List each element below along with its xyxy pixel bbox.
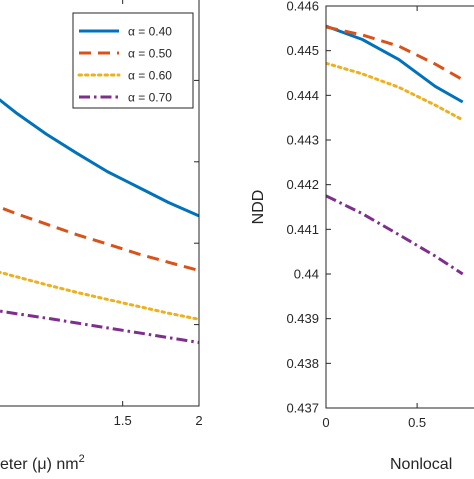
legend-label-1: α = 0.40 (128, 25, 172, 39)
y-tick-label: 0.439 (286, 311, 319, 326)
y-tick-label: 0.441 (286, 222, 319, 237)
legend-label-4: α = 0.70 (128, 91, 172, 105)
x-tick-label: 2 (195, 413, 202, 428)
y-tick-label: 0.442 (286, 177, 319, 192)
series-line-2 (326, 25, 464, 82)
y-tick-label: 0.446 (286, 0, 319, 14)
legend-label-2: α = 0.50 (128, 47, 172, 61)
series-line-1 (326, 24, 464, 104)
series-line-1 (0, 98, 199, 218)
legend-label-3: α = 0.60 (128, 69, 172, 83)
x-tick-label: 0.5 (408, 415, 426, 430)
y-tick-label: 0.445 (286, 43, 319, 58)
series-line-4 (326, 194, 464, 276)
series-line-3 (326, 61, 465, 122)
series-line-3 (0, 270, 199, 321)
axes-box (325, 5, 474, 409)
x-axis-label-exponent: 2 (79, 453, 85, 465)
y-axis-label: NDD (250, 190, 267, 225)
y-tick-label: 0.438 (286, 356, 319, 371)
series-line-4 (0, 309, 199, 344)
x-tick-label: 0 (322, 415, 329, 430)
legend: α = 0.40 α = 0.50 α = 0.60 α = 0.70 (72, 12, 194, 109)
series-line-2 (0, 205, 199, 272)
y-tick-label: 0.443 (286, 133, 319, 148)
series-group (326, 24, 465, 276)
x-axis-label: Nonlocal (390, 456, 452, 473)
y-tick-label: 0.444 (286, 88, 319, 103)
x-tick-label: 1.5 (114, 413, 132, 428)
y-tick-label: 0.44 (294, 267, 319, 282)
legend-box (72, 12, 194, 109)
series-group (0, 98, 199, 344)
right-panel: 0 0.5 0.437 0.438 0.439 0.44 0.441 0.442 0.443 0.… (250, 0, 474, 473)
axes-box (0, 0, 200, 407)
y-tick-label: 0.437 (286, 401, 319, 416)
x-axis-label: eter (μ) nm2 (0, 453, 85, 473)
